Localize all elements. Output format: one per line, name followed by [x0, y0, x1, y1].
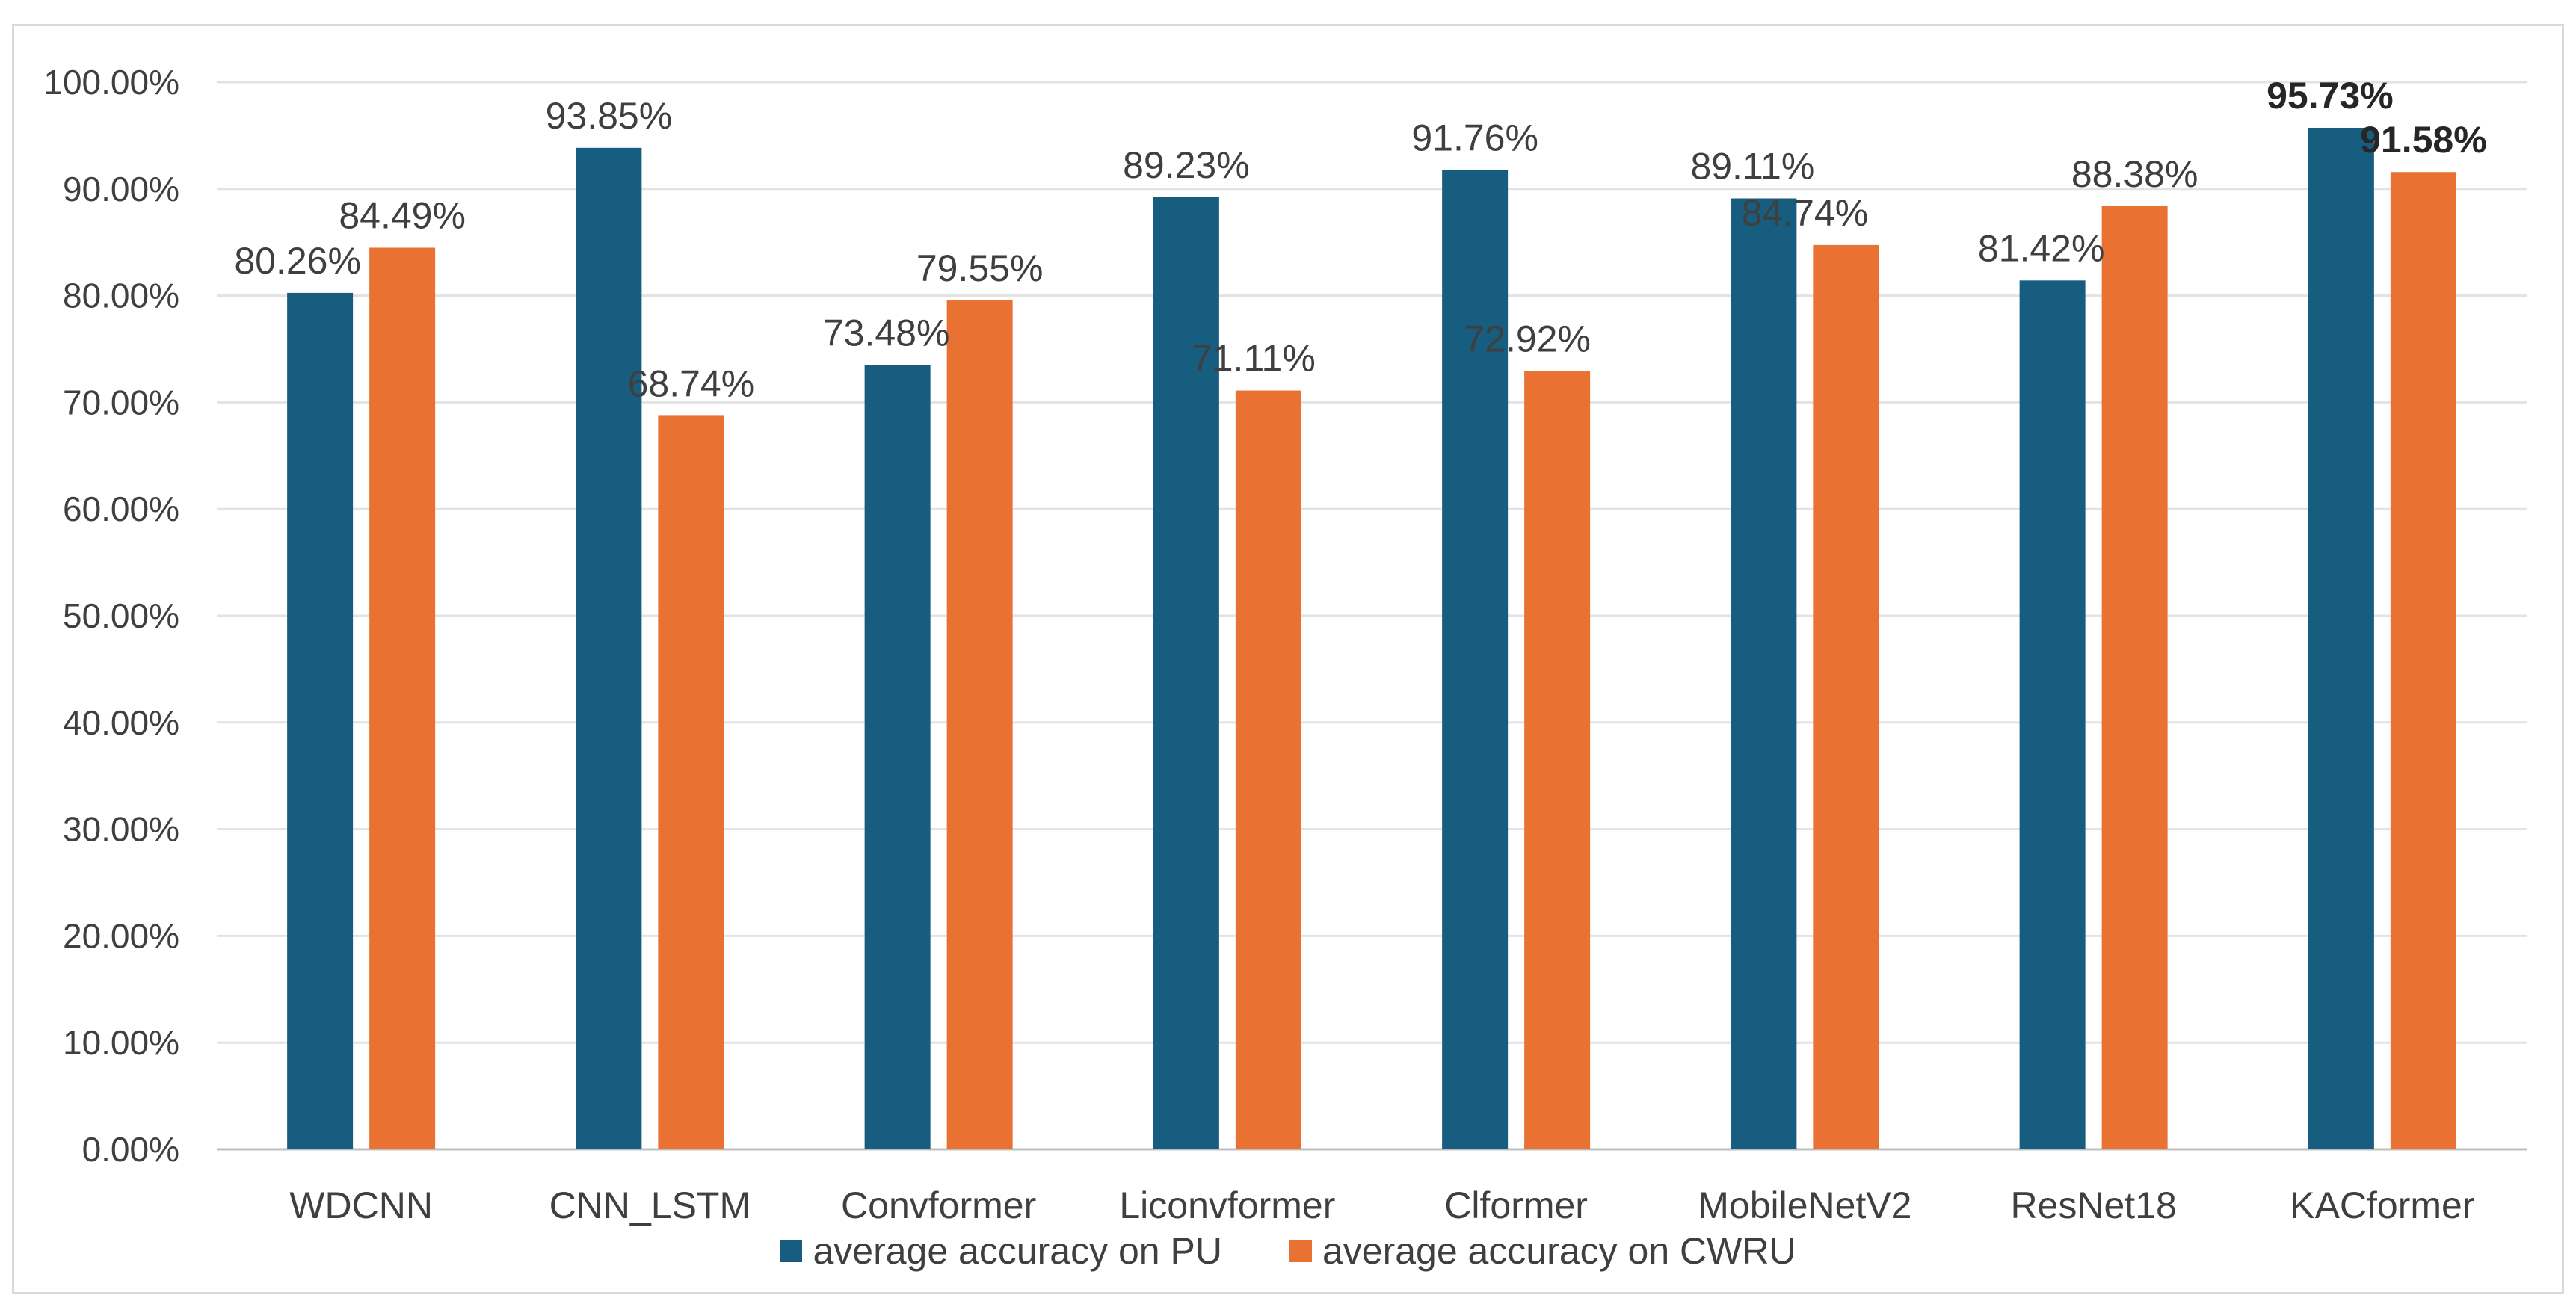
- category-label-mobilenetv2: MobileNetV2: [1698, 1184, 1911, 1226]
- data-label-pu-kacformer: 95.73%: [2267, 75, 2394, 117]
- data-label-cwru-kacformer: 91.58%: [2360, 119, 2487, 161]
- y-tick-label: 0.00%: [82, 1130, 179, 1169]
- legend-label-pu: average accuracy on PU: [813, 1230, 1222, 1272]
- y-tick-label: 80.00%: [63, 276, 179, 315]
- legend: average accuracy on PU average accuracy …: [0, 1229, 2576, 1273]
- x-axis-category-labels: WDCNN CNN_LSTM Convformer Liconvformer Clfor…: [289, 1184, 2474, 1226]
- data-label-cwru-convformer: 79.55%: [916, 247, 1044, 289]
- gridlines: [217, 81, 2527, 1151]
- data-label-cwru-resnet18: 88.38%: [2071, 153, 2198, 195]
- legend-swatch-pu: [780, 1240, 803, 1262]
- bar-pu-mobilenetv2: [1731, 198, 1797, 1150]
- category-label-convformer: Convformer: [841, 1184, 1036, 1226]
- data-labels: 80.26%84.49% 93.85% 68.74% 73.48% 79.55% 89.2…: [234, 75, 2486, 404]
- bar-cwru-kacformer: [2390, 172, 2456, 1150]
- data-label-pu-wdcnn: 80.26%: [234, 240, 361, 282]
- bar-cwru-mobilenetv2: [1813, 244, 1879, 1149]
- category-label-kacformer: KACformer: [2290, 1184, 2474, 1226]
- data-label-cwru-wdcnn: 84.49%: [339, 194, 466, 236]
- bar-cwru-resnet18: [2101, 206, 2168, 1149]
- legend-swatch-cwru: [1289, 1240, 1312, 1262]
- y-tick-label: 10.00%: [63, 1023, 179, 1062]
- category-label-clformer: Clformer: [1444, 1184, 1588, 1226]
- bar-pu-wdcnn: [287, 292, 354, 1149]
- bars: [287, 127, 2456, 1150]
- data-label-pu-resnet18: 81.42%: [1978, 227, 2105, 269]
- data-label-pu-clformer: 91.76%: [1411, 117, 1538, 159]
- data-label-pu-mobilenetv2: 89.11%: [1690, 146, 1814, 188]
- bar-cwru-liconvformer: [1235, 390, 1301, 1149]
- data-label-cwru-clformer: 72.92%: [1464, 318, 1591, 360]
- y-tick-label: 40.00%: [63, 703, 179, 742]
- data-label-pu-convformer: 73.48%: [823, 312, 950, 354]
- category-label-resnet18: ResNet18: [2010, 1184, 2176, 1226]
- y-tick-label: 100.00%: [43, 63, 179, 102]
- bar-pu-resnet18: [2019, 280, 2086, 1149]
- category-label-liconvformer: Liconvformer: [1119, 1184, 1335, 1226]
- y-tick-label: 70.00%: [63, 383, 179, 421]
- data-label-pu-cnn_lstm: 93.85%: [546, 95, 673, 137]
- bar-pu-convformer: [864, 365, 931, 1150]
- bar-cwru-convformer: [946, 300, 1013, 1149]
- data-label-cwru-mobilenetv2: 84.74%: [1742, 192, 1869, 234]
- bar-pu-liconvformer: [1153, 197, 1219, 1149]
- data-label-cwru-cnn_lstm: 68.74%: [628, 362, 755, 404]
- data-label-cwru-liconvformer: 71.11%: [1192, 338, 1316, 380]
- bar-pu-cnn_lstm: [576, 147, 642, 1149]
- y-tick-label: 20.00%: [63, 916, 179, 955]
- y-tick-label: 50.00%: [63, 596, 179, 635]
- data-label-pu-liconvformer: 89.23%: [1123, 144, 1250, 186]
- y-tick-label: 60.00%: [63, 489, 179, 528]
- bar-pu-clformer: [1442, 170, 1509, 1149]
- bar-cwru-cnn_lstm: [658, 415, 724, 1149]
- legend-label-cwru: average accuracy on CWRU: [1322, 1230, 1796, 1272]
- category-label-wdcnn: WDCNN: [289, 1184, 433, 1226]
- y-tick-label: 30.00%: [63, 810, 179, 849]
- bar-cwru-wdcnn: [369, 247, 436, 1149]
- bar-cwru-clformer: [1524, 371, 1591, 1149]
- legend-item-pu: average accuracy on PU: [780, 1229, 1222, 1273]
- legend-item-cwru: average accuracy on CWRU: [1289, 1229, 1796, 1273]
- bar-pu-kacformer: [2308, 127, 2374, 1150]
- y-axis-tick-labels: 0.00% 10.00% 20.00% 30.00% 40.00% 50.00% 60.00…: [43, 63, 179, 1169]
- category-label-cnn_lstm: CNN_LSTM: [549, 1184, 751, 1226]
- y-tick-label: 90.00%: [63, 170, 179, 208]
